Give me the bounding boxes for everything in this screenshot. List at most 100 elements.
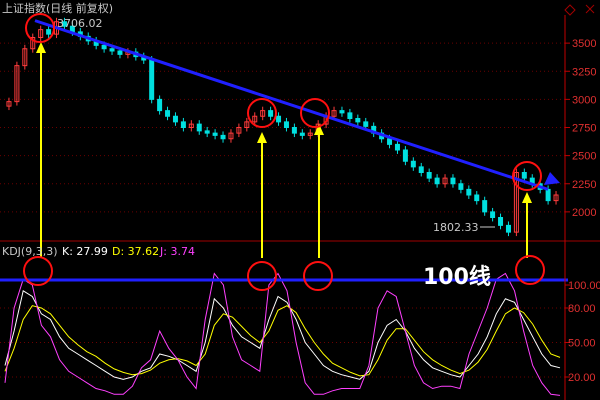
candle-body bbox=[30, 37, 36, 50]
highlight-circle bbox=[300, 98, 330, 128]
candle-body bbox=[505, 224, 511, 233]
candle-body bbox=[466, 188, 472, 196]
candle-body bbox=[450, 177, 456, 185]
trend-arrowhead bbox=[544, 172, 560, 185]
candle-body bbox=[149, 59, 155, 100]
candle-body bbox=[545, 188, 551, 202]
highlight-circle bbox=[303, 261, 333, 291]
diamond-icon[interactable] bbox=[564, 4, 576, 16]
price-tick-label: 3000 bbox=[572, 94, 596, 106]
candle-body bbox=[101, 44, 107, 50]
highlight-circle bbox=[512, 161, 542, 191]
candle-body bbox=[521, 172, 527, 179]
kdj-j-label: J: 3.74 bbox=[159, 245, 195, 258]
candle-body bbox=[339, 110, 345, 114]
candles bbox=[6, 17, 559, 237]
candle-body bbox=[22, 48, 28, 67]
price-tick-label: 2000 bbox=[572, 207, 596, 219]
candle-body bbox=[442, 177, 448, 185]
price-y-labels: 2000 2250 2500 2750 3000 3250 3500 bbox=[572, 38, 596, 219]
trend-line bbox=[34, 19, 549, 191]
highlight-circle bbox=[515, 255, 545, 285]
highlight-circle bbox=[247, 98, 277, 128]
candle-body bbox=[498, 217, 504, 226]
kdj-series-j bbox=[4, 272, 561, 396]
price-grid bbox=[0, 42, 570, 213]
candle-body bbox=[61, 21, 67, 27]
candle-body bbox=[402, 149, 408, 162]
price-tick-label: 2750 bbox=[572, 123, 596, 135]
candle-body bbox=[172, 115, 178, 123]
candle-body bbox=[434, 177, 440, 185]
low-label: 1802.33 bbox=[433, 221, 479, 234]
candle-body bbox=[482, 200, 488, 213]
kdj-grid bbox=[0, 284, 570, 378]
kdj-tick-label: 100.00 bbox=[568, 280, 600, 292]
candle-body bbox=[426, 172, 432, 179]
candle-body bbox=[180, 121, 186, 128]
candle-body bbox=[291, 127, 297, 134]
highlight-circle bbox=[247, 261, 277, 291]
candle-body bbox=[38, 29, 44, 38]
candle-body bbox=[363, 121, 369, 127]
highlight-circle bbox=[25, 13, 55, 43]
kdj-k-label: K: 27.99 bbox=[62, 245, 108, 258]
candle-body bbox=[228, 132, 234, 140]
kdj-series-d bbox=[4, 305, 561, 377]
price-tick-label: 2250 bbox=[572, 179, 596, 191]
candle-body bbox=[418, 166, 424, 173]
candle-body bbox=[283, 121, 289, 128]
candle-body bbox=[220, 134, 226, 140]
price-tick-label: 3500 bbox=[572, 38, 596, 50]
yellow-arrow-head bbox=[522, 192, 532, 203]
kdj-tick-label: 50.00 bbox=[568, 338, 596, 350]
highlight-circle bbox=[23, 256, 53, 286]
chart-title: 上证指数(日线 前复权) bbox=[2, 1, 113, 15]
candle-body bbox=[244, 121, 250, 128]
candle-body bbox=[196, 123, 202, 132]
close-icon[interactable] bbox=[585, 4, 595, 14]
candle-body bbox=[394, 143, 400, 151]
yellow-arrow-head bbox=[36, 42, 46, 53]
price-tick-label: 2500 bbox=[572, 151, 596, 163]
candle-body bbox=[331, 110, 337, 117]
candle-body bbox=[474, 194, 480, 202]
candle-body bbox=[347, 112, 353, 119]
candle-body bbox=[387, 138, 393, 145]
high-label: 3706.02 bbox=[57, 17, 103, 30]
candle-body bbox=[410, 160, 416, 168]
candle-body bbox=[260, 110, 266, 117]
candle-body bbox=[117, 50, 123, 55]
kdj-lines bbox=[4, 272, 561, 396]
candle-body bbox=[252, 115, 258, 123]
kdj-name: KDJ(9,3,3) bbox=[2, 245, 58, 258]
candle-body bbox=[458, 183, 464, 190]
candle-body bbox=[268, 110, 274, 117]
candle-body bbox=[6, 101, 12, 107]
annotation-100-line: 100线 bbox=[423, 264, 491, 290]
candle-body bbox=[109, 48, 115, 52]
candle-body bbox=[513, 172, 519, 233]
candle-body bbox=[212, 132, 218, 136]
candle-body bbox=[157, 98, 163, 112]
kdj-y-labels: 20.00 50.00 80.00 100.00 bbox=[568, 280, 600, 384]
yellow-arrow-head bbox=[257, 132, 267, 143]
candle-body bbox=[299, 132, 305, 136]
yellow-arrow-head bbox=[314, 124, 324, 135]
candle-body bbox=[236, 127, 242, 134]
candle-body bbox=[14, 65, 20, 103]
candle-body bbox=[553, 194, 559, 202]
circles bbox=[23, 13, 545, 291]
kdj-tick-label: 20.00 bbox=[568, 372, 596, 384]
kdj-series-k bbox=[4, 290, 561, 380]
arrows bbox=[36, 42, 532, 258]
candle-body bbox=[188, 123, 194, 128]
candle-body bbox=[355, 118, 361, 123]
candle-body bbox=[276, 115, 282, 123]
kdj-tick-label: 80.00 bbox=[568, 303, 596, 315]
candle-body bbox=[204, 130, 210, 134]
kdj-d-label: D: 37.62 bbox=[112, 245, 159, 258]
candle-body bbox=[46, 29, 52, 35]
candle-body bbox=[165, 110, 171, 117]
